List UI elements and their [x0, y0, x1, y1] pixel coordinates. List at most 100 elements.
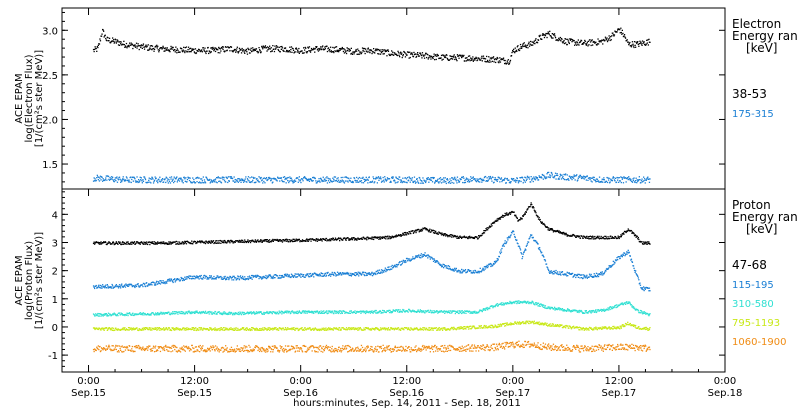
data-point [318, 312, 320, 314]
data-point [631, 41, 634, 43]
data-point [105, 177, 107, 179]
data-point [474, 270, 477, 272]
data-point [115, 284, 117, 286]
data-point [483, 230, 485, 232]
data-point [131, 178, 133, 181]
data-point [634, 44, 636, 46]
data-point [295, 311, 297, 313]
data-point [566, 271, 568, 273]
data-point [246, 278, 249, 280]
data-point [229, 242, 231, 244]
data-point [207, 277, 209, 279]
data-point [100, 176, 103, 178]
data-point [532, 44, 534, 46]
data-point [349, 48, 351, 51]
data-point [226, 278, 228, 280]
data-point [239, 241, 241, 243]
data-point [393, 54, 395, 56]
data-point [324, 239, 326, 241]
data-point [346, 180, 348, 182]
data-point [320, 312, 322, 314]
data-point [326, 240, 328, 242]
data-point [417, 309, 419, 311]
data-point [277, 46, 279, 48]
data-point [452, 178, 454, 181]
data-point [293, 238, 295, 240]
data-point [319, 274, 321, 276]
data-point [547, 229, 549, 231]
data-point [97, 286, 99, 289]
data-point [423, 228, 425, 230]
data-point [499, 252, 502, 255]
data-point [285, 182, 287, 184]
data-point [558, 38, 560, 40]
data-point [143, 242, 146, 244]
data-point [258, 241, 260, 243]
data-point [484, 60, 486, 63]
data-point [435, 261, 437, 263]
data-point [231, 177, 234, 180]
data-point [434, 55, 436, 57]
data-point [340, 272, 342, 275]
data-point [600, 235, 602, 238]
data-point [453, 270, 455, 272]
data-point [321, 312, 323, 314]
data-point [436, 232, 438, 234]
data-point [330, 275, 332, 277]
data-point [500, 177, 503, 179]
data-point [563, 42, 566, 45]
data-point [509, 59, 512, 62]
data-point [220, 50, 222, 52]
data-point [138, 48, 140, 51]
data-point [243, 241, 245, 244]
data-point [254, 275, 256, 277]
data-point [267, 241, 269, 243]
data-point [553, 175, 556, 178]
data-point [440, 232, 442, 234]
data-point [314, 272, 316, 274]
data-point [227, 312, 229, 314]
data-point [555, 269, 557, 272]
data-point [403, 260, 405, 262]
data-point [104, 287, 106, 289]
data-point [502, 243, 505, 245]
data-point [248, 48, 250, 51]
data-point [463, 177, 465, 179]
data-point [183, 278, 185, 281]
data-point [535, 240, 537, 242]
data-point [207, 179, 209, 181]
data-point [343, 182, 346, 184]
data-point [360, 237, 363, 239]
data-point [478, 181, 480, 183]
data-point [309, 311, 311, 313]
data-point [271, 182, 273, 184]
data-point [203, 49, 205, 51]
data-point [522, 44, 524, 46]
data-point [248, 181, 251, 183]
electron-legend-entry: 175-315 [732, 109, 774, 120]
data-point [182, 182, 184, 184]
data-point [306, 310, 308, 312]
data-point [573, 177, 575, 179]
data-point [109, 242, 111, 244]
data-point [567, 178, 569, 180]
data-point [592, 276, 594, 278]
data-point [631, 231, 634, 233]
data-point [478, 271, 480, 273]
data-point [223, 51, 226, 53]
data-point [311, 274, 313, 276]
data-point [141, 47, 143, 49]
data-point [130, 181, 132, 184]
data-point [552, 273, 554, 275]
data-point [626, 253, 628, 255]
data-point [408, 57, 410, 59]
data-point [524, 249, 526, 252]
data-point [473, 59, 475, 61]
data-point [508, 63, 510, 65]
data-point [621, 256, 623, 258]
data-point [242, 179, 244, 182]
data-point [132, 176, 134, 178]
data-point [152, 182, 155, 184]
data-point [119, 241, 121, 243]
data-point [639, 42, 642, 44]
